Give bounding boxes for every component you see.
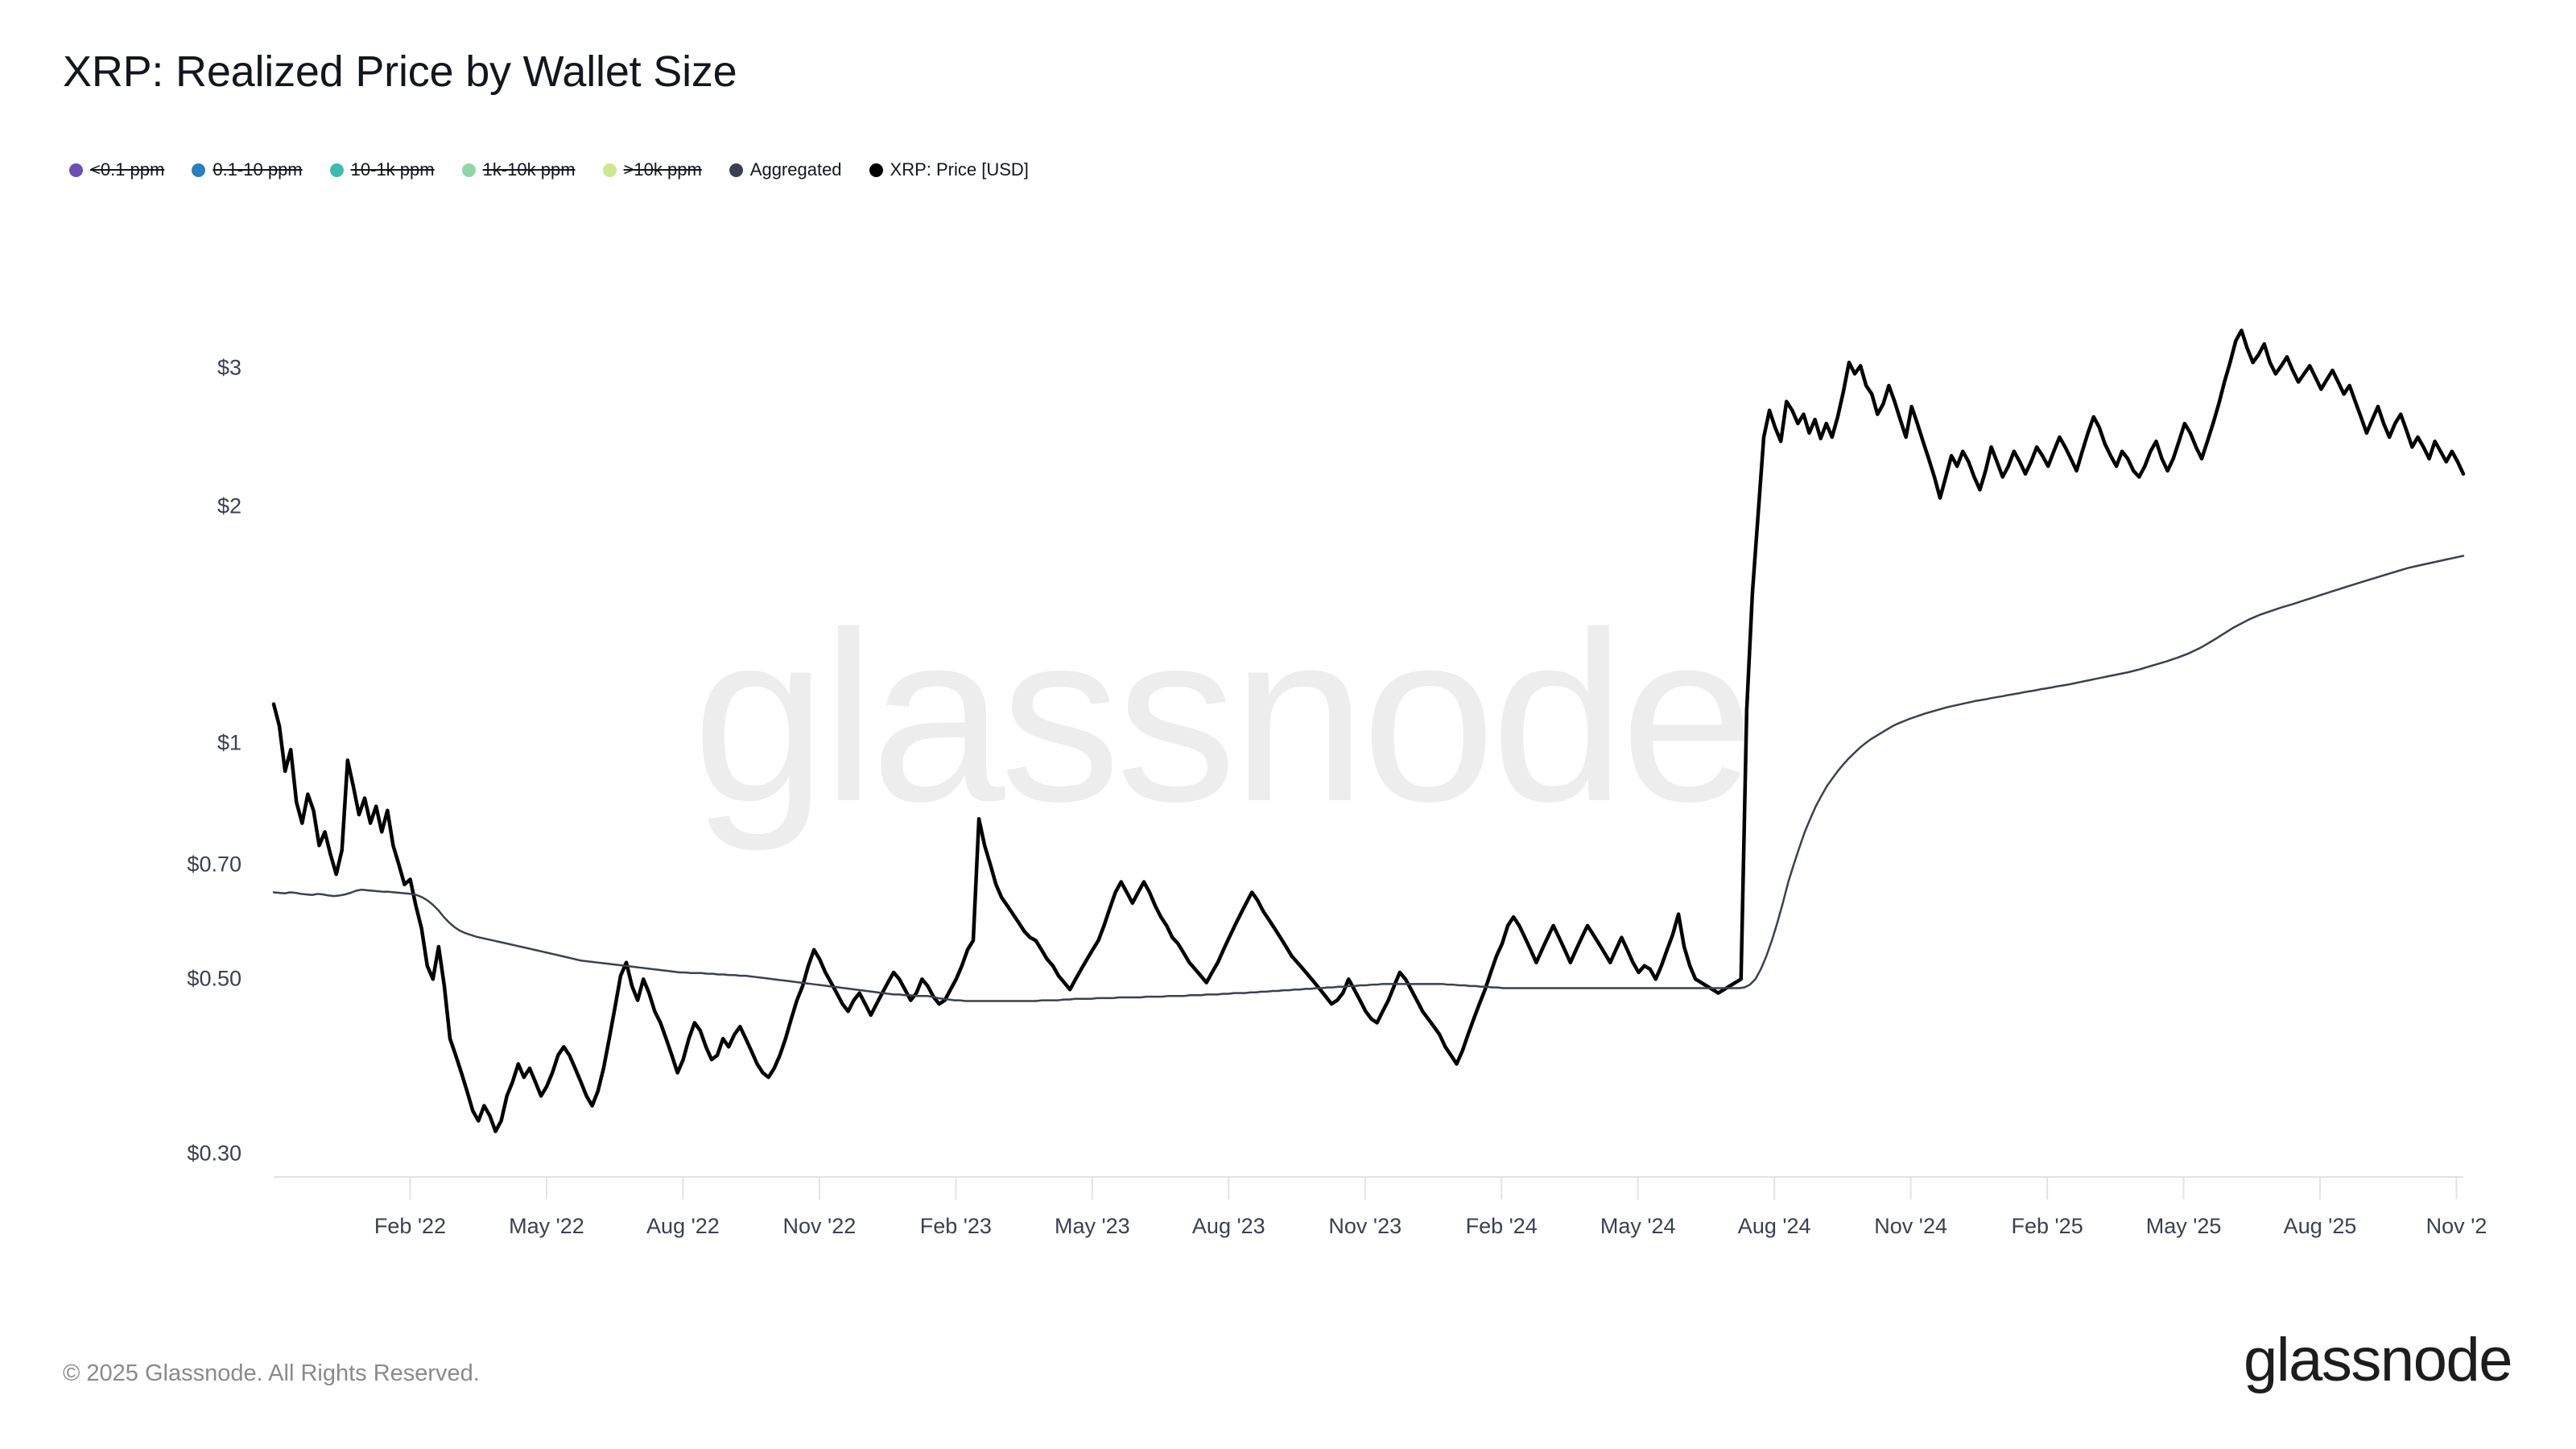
x-tick-label: Feb '22 (374, 1214, 447, 1238)
legend-item-2[interactable]: 10-1k ppm (329, 159, 435, 180)
page-title: XRP: Realized Price by Wallet Size (63, 47, 737, 96)
legend-item-label: >10k ppm (623, 159, 702, 180)
x-tick-label: May '23 (1054, 1214, 1130, 1238)
legend-item-label: <0.1 ppm (90, 159, 165, 180)
legend-item-5[interactable]: Aggregated (729, 161, 842, 179)
legend-item-0[interactable]: <0.1 ppm (69, 161, 164, 179)
legend-item-3[interactable]: 1k-10k ppm (461, 159, 576, 180)
x-tick-label: Feb '25 (2011, 1214, 2083, 1238)
legend-dot-icon (602, 163, 617, 177)
legend-item-1[interactable]: 0.1-10 ppm (192, 159, 303, 180)
legend-dot-icon (329, 163, 344, 177)
legend-dot-icon (729, 163, 743, 177)
x-tick-label: Nov '2 (2425, 1214, 2487, 1238)
x-tick-label: May '24 (1600, 1214, 1676, 1238)
x-tick-label: Nov '24 (1874, 1214, 1947, 1238)
x-tick-label: Nov '23 (1328, 1214, 1402, 1238)
x-tick-label: Nov '22 (782, 1214, 857, 1238)
x-tick-label: Feb '24 (1465, 1214, 1538, 1238)
x-tick-label: Aug '25 (2283, 1214, 2357, 1238)
glassnode-logo: glassnode (2244, 1326, 2513, 1394)
y-tick-label: $3 (217, 355, 242, 380)
glassnode-watermark: glassnode (692, 581, 1755, 852)
x-tick-label: Aug '24 (1737, 1214, 1811, 1238)
legend-dot-icon (192, 163, 206, 177)
legend-item-4[interactable]: >10k ppm (602, 159, 702, 180)
y-tick-label: $0.50 (187, 966, 242, 991)
x-tick-label: May '25 (2145, 1214, 2222, 1238)
legend-item-label: 0.1-10 ppm (213, 159, 303, 180)
x-tick-label: Aug '22 (646, 1214, 720, 1238)
y-tick-label: $0.30 (187, 1141, 242, 1166)
x-tick-label: May '22 (509, 1214, 584, 1238)
y-tick-label: $0.70 (187, 852, 242, 877)
legend-item-label: Aggregated (749, 159, 842, 180)
legend-item-label: 10-1k ppm (350, 159, 435, 180)
legend-dot-icon (69, 163, 83, 177)
legend-item-label: XRP: Price [USD] (890, 159, 1029, 180)
legend-dot-icon (869, 163, 883, 177)
footer-copyright: © 2025 Glassnode. All Rights Reserved. (63, 1360, 480, 1386)
legend-item-6[interactable]: XRP: Price [USD] (869, 161, 1029, 179)
chart-legend: <0.1 ppm 0.1-10 ppm 10-1k ppm 1k-10k ppm >10… (69, 158, 1056, 182)
y-tick-label: $2 (217, 493, 242, 518)
x-tick-label: Feb '23 (919, 1214, 992, 1238)
x-tick-label: Aug '23 (1191, 1214, 1265, 1238)
y-tick-label: $1 (217, 730, 242, 755)
legend-dot-icon (461, 163, 476, 177)
legend-item-label: 1k-10k ppm (482, 159, 576, 180)
